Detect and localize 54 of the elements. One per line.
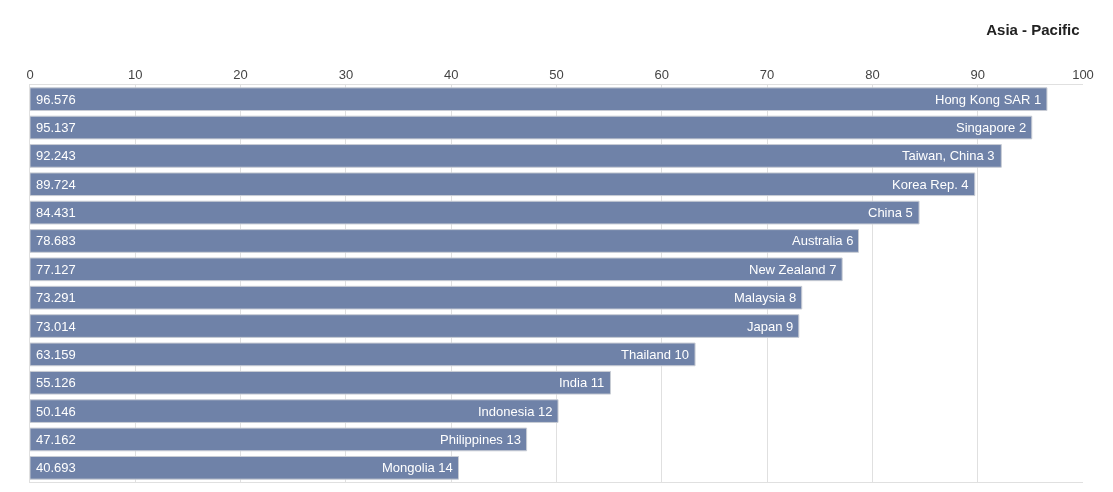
bar — [30, 342, 696, 367]
bar — [30, 285, 803, 310]
y-tick-label: Hong Kong SAR 1 — [935, 92, 1042, 107]
data-label: 92.243 — [36, 148, 76, 163]
y-tick-label: Japan 9 — [747, 319, 794, 334]
data-label: 84.431 — [36, 205, 76, 220]
bar — [30, 144, 1002, 168]
y-tick-label: Taiwan, China 3 — [902, 148, 995, 163]
data-label: 78.683 — [36, 233, 76, 248]
y-tick-label: Malaysia 8 — [734, 290, 797, 305]
data-label: 63.159 — [36, 347, 76, 362]
bar — [30, 229, 860, 253]
y-tick-label: Singapore 2 — [956, 120, 1027, 135]
bar — [30, 115, 1033, 140]
bar — [30, 200, 920, 225]
bar — [30, 427, 528, 452]
y-tick-label: Thailand 10 — [621, 347, 689, 362]
y-tick-label: China 5 — [868, 205, 913, 220]
bar — [30, 314, 800, 338]
data-label: 77.127 — [36, 262, 76, 277]
x-tick-label: 20 — [233, 66, 248, 82]
bar — [30, 399, 559, 423]
data-label: 96.576 — [36, 92, 76, 107]
y-tick-label: New Zealand 7 — [749, 262, 837, 277]
bar — [30, 370, 611, 395]
y-tick-label: Mongolia 14 — [382, 460, 453, 475]
data-label: 73.291 — [36, 290, 76, 305]
x-tick-label: 60 — [654, 66, 670, 82]
x-tick-label: 70 — [759, 66, 775, 82]
y-tick-label: Korea Rep. 4 — [892, 177, 969, 192]
x-tick-label: 40 — [443, 66, 459, 82]
data-label: 55.126 — [36, 375, 76, 390]
y-tick-label: India 11 — [559, 375, 605, 390]
x-tick-label: 10 — [128, 66, 143, 82]
data-label: 40.693 — [36, 460, 76, 475]
bar — [30, 455, 459, 480]
x-tick-label: 50 — [549, 66, 564, 82]
y-tick-label: Indonesia 12 — [478, 404, 553, 419]
y-tick-label: Australia 6 — [792, 233, 854, 248]
bar — [30, 257, 843, 282]
bar — [30, 172, 976, 197]
data-label: 47.162 — [36, 432, 76, 447]
data-label: 89.724 — [36, 177, 76, 192]
x-tick-label: 30 — [338, 66, 354, 82]
data-label: 73.014 — [36, 319, 76, 334]
data-label: 95.137 — [36, 120, 76, 135]
x-tick-label: 80 — [865, 66, 880, 82]
bar — [30, 87, 1048, 112]
x-tick-label: 100 — [1072, 66, 1094, 82]
chart-title: Asia - Pacific — [986, 21, 1080, 39]
y-tick-label: Philippines 13 — [440, 432, 521, 447]
data-label: 50.146 — [36, 404, 76, 419]
x-tick-label: 90 — [970, 66, 985, 82]
x-tick-label: 0 — [26, 66, 34, 82]
